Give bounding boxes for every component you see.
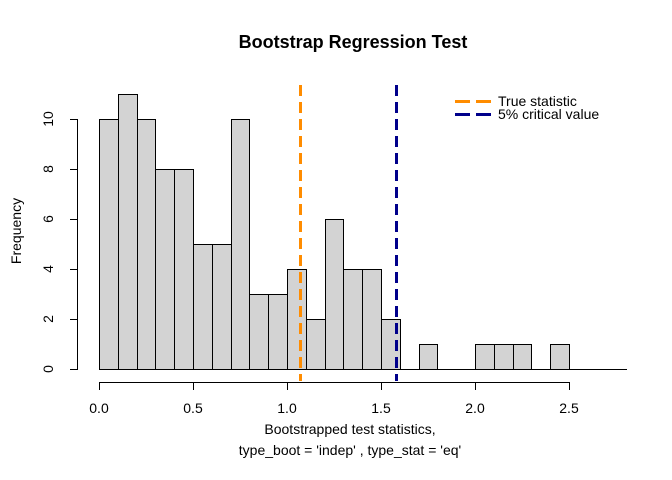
y-axis-tick-label: 0	[40, 365, 56, 373]
x-axis-tick	[475, 382, 476, 390]
x-axis-tick	[569, 382, 570, 390]
x-axis-tick-label: 0.5	[183, 400, 203, 416]
true-statistic-line	[299, 85, 302, 381]
histogram-bar	[193, 244, 213, 370]
y-axis-tick	[70, 119, 77, 120]
critical-value-5pct-line	[395, 85, 398, 381]
x-axis-tick-label: 1.5	[371, 400, 391, 416]
x-axis-title-line1: Bootstrapped test statistics,	[264, 421, 436, 437]
y-axis-tick-label: 2	[40, 315, 56, 323]
legend-entry-critical-value: 5% critical value	[455, 106, 600, 122]
histogram-bar	[343, 269, 363, 370]
orange-dashed-line-swatch	[455, 100, 493, 103]
y-axis-tick-label: 4	[40, 265, 56, 273]
y-axis-tick-label: 8	[40, 165, 56, 173]
x-axis-tick	[99, 382, 100, 390]
chart-title: Bootstrap Regression Test	[238, 32, 468, 52]
histogram-bar	[118, 94, 138, 370]
histogram-bar	[550, 344, 570, 370]
x-axis-tick-label: 2.5	[559, 400, 579, 416]
legend-entry-true-statistic: True statistic	[455, 93, 599, 109]
y-axis-tick-label: 6	[40, 215, 56, 223]
histogram-bar	[155, 169, 175, 370]
x-axis-tick-label: 2.0	[465, 400, 485, 416]
histogram-bar	[231, 119, 250, 370]
navy-dashed-line-swatch	[455, 113, 493, 116]
histogram-bar	[249, 294, 269, 370]
histogram-bar	[419, 344, 438, 370]
x-axis-line	[99, 382, 570, 383]
histogram-bar	[494, 344, 514, 370]
histogram-bar	[325, 219, 344, 370]
histogram-bar	[268, 294, 288, 370]
legend-label-true-statistic: True statistic	[498, 93, 577, 109]
y-axis-tick	[70, 169, 77, 170]
histogram-bar	[381, 319, 401, 370]
y-axis-tick	[70, 219, 77, 220]
histogram-bar	[475, 344, 495, 370]
x-axis-tick-label: 0.0	[89, 400, 109, 416]
legend-label-critical-value: 5% critical value	[498, 106, 600, 122]
histogram-bar	[513, 344, 532, 370]
x-axis-tick	[193, 382, 194, 390]
y-axis-tick	[70, 319, 77, 320]
histogram-bar	[137, 119, 156, 370]
legend: True statistic 5% critical value	[455, 93, 600, 122]
histogram-bar	[99, 119, 119, 370]
x-axis-tick-label: 1.0	[277, 400, 297, 416]
y-axis-line	[77, 119, 78, 370]
x-axis-title-line2: type_boot = 'indep' , type_stat = 'eq'	[238, 442, 462, 458]
y-axis-tick	[70, 369, 77, 370]
histogram-bar	[287, 269, 307, 370]
x-axis-tick	[381, 382, 382, 390]
y-axis-tick	[70, 269, 77, 270]
histogram-bar	[174, 169, 194, 370]
y-axis-tick-label: 10	[40, 111, 56, 127]
histogram-bar	[212, 244, 232, 370]
histogram-bar	[306, 319, 326, 370]
x-axis-tick	[287, 382, 288, 390]
histogram-bar	[362, 269, 382, 370]
